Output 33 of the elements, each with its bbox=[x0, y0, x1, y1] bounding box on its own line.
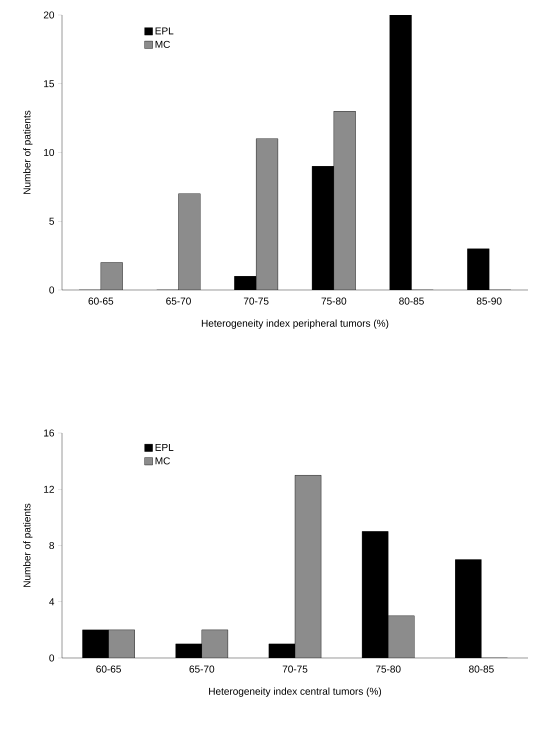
bar bbox=[388, 616, 414, 658]
x-tick-label: 75-80 bbox=[322, 298, 346, 305]
bar bbox=[295, 475, 322, 658]
y-tick-label: 8 bbox=[49, 542, 54, 550]
y-axis-title: Number of patients bbox=[23, 110, 32, 194]
legend-label: EPL bbox=[156, 27, 174, 34]
y-tick-label: 12 bbox=[44, 486, 54, 493]
legend-label: MC bbox=[156, 40, 170, 48]
legend-label: EPL bbox=[156, 444, 174, 451]
y-tick-label: 15 bbox=[44, 80, 54, 88]
y-tick-label: 20 bbox=[44, 11, 54, 19]
y-axis-title: Number of patients bbox=[23, 504, 32, 587]
y-tick-label: 4 bbox=[49, 598, 54, 606]
x-tick-label: 85-90 bbox=[476, 298, 502, 305]
y-tick-label: 0 bbox=[49, 654, 54, 662]
y-tick-label: 16 bbox=[44, 429, 54, 437]
legend-label: MC bbox=[156, 457, 170, 464]
x-tick-label: 75-80 bbox=[376, 666, 401, 673]
x-tick-label: 60-65 bbox=[88, 298, 114, 305]
x-tick-label: 80-85 bbox=[469, 666, 494, 673]
bar bbox=[108, 630, 135, 658]
y-tick-label: 0 bbox=[49, 286, 54, 294]
y-tick-label: 5 bbox=[49, 218, 54, 225]
x-tick-label: 65-70 bbox=[190, 666, 214, 673]
x-axis-title: Heterogeneity index central tumors (%) bbox=[209, 687, 382, 697]
x-tick-label: 65-70 bbox=[166, 298, 191, 305]
bar bbox=[202, 630, 228, 658]
x-axis-title: Heterogeneity index peripheral tumors (%) bbox=[202, 319, 388, 329]
x-tick-label: 80-85 bbox=[399, 298, 424, 305]
x-tick-label: 70-75 bbox=[244, 298, 269, 305]
x-tick-label: 70-75 bbox=[282, 666, 308, 673]
y-tick-label: 10 bbox=[44, 148, 54, 156]
x-tick-label: 60-65 bbox=[96, 666, 121, 673]
